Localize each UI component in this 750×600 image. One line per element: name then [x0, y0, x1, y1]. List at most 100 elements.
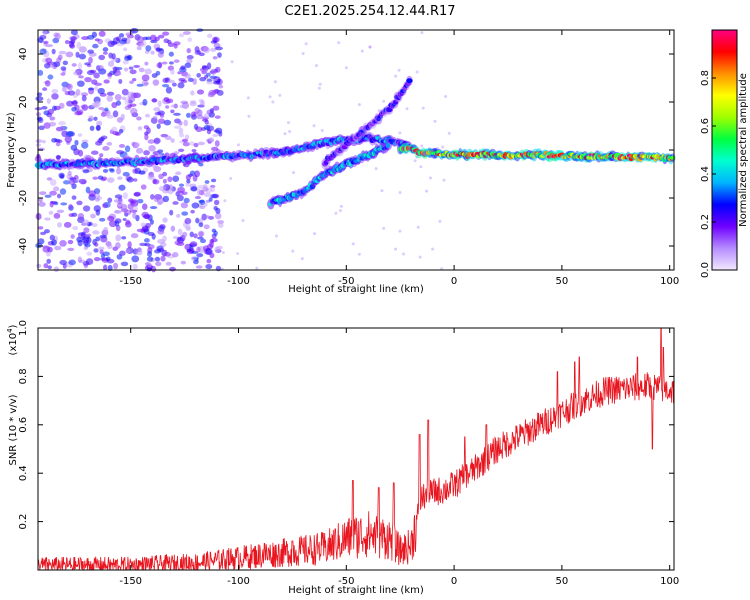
noise-blob: [69, 180, 75, 186]
noise-blob: [118, 184, 126, 191]
noise-blob: [65, 51, 74, 58]
noise-blob: [196, 72, 201, 78]
noise-blob: [94, 100, 101, 107]
noise-blob: [47, 265, 52, 270]
y-tick-label: 1.0: [18, 320, 29, 336]
noise-blob: [38, 201, 46, 207]
noise-blob: [34, 107, 43, 111]
noise-blob: [107, 197, 113, 203]
noise-blob: [177, 186, 186, 193]
noise-blob: [51, 89, 59, 94]
noise-blob: [68, 203, 73, 210]
noise-blob: [405, 107, 409, 111]
noise-blob: [107, 243, 113, 249]
noise-blob: [56, 209, 65, 214]
noise-blob: [67, 90, 76, 96]
noise-blob: [149, 219, 154, 225]
noise-blob: [194, 107, 200, 114]
x-tick-label: -50: [338, 276, 354, 287]
noise-blob: [126, 176, 134, 183]
x-tick-label: -150: [119, 576, 142, 587]
noise-blob: [46, 177, 53, 181]
noise-blob: [145, 36, 152, 41]
noise-blob: [313, 232, 317, 236]
noise-blob: [78, 46, 87, 53]
noise-blob: [186, 223, 191, 230]
noise-blob: [114, 218, 122, 224]
noise-blob: [140, 184, 147, 190]
noise-blob: [102, 203, 109, 209]
noise-blob: [123, 67, 129, 72]
noise-blob: [93, 257, 101, 262]
noise-blob: [184, 62, 192, 68]
noise-blob: [186, 54, 194, 60]
snr-y-label: SNR (10 * v/v): [8, 394, 19, 465]
noise-blob: [236, 252, 240, 256]
noise-blob: [167, 79, 175, 84]
noise-blob: [159, 113, 165, 118]
noise-blob: [197, 141, 205, 146]
noise-blob: [155, 47, 163, 51]
noise-blob: [128, 198, 134, 203]
noise-blob: [398, 191, 402, 195]
noise-blob: [195, 171, 201, 176]
noise-blob: [247, 114, 251, 118]
noise-blob: [189, 231, 194, 238]
noise-blob: [158, 185, 167, 192]
noise-blob: [89, 125, 95, 131]
noise-blob: [69, 177, 77, 181]
noise-blob: [241, 219, 245, 223]
noise-blob: [189, 101, 197, 107]
noise-blob: [156, 123, 161, 129]
noise-blob: [420, 31, 424, 35]
figure-title: C2E1.2025.254.12.44.R17: [284, 4, 455, 19]
noise-blob: [205, 263, 213, 270]
noise-blob: [124, 55, 131, 61]
noise-blob: [162, 31, 170, 36]
noise-blob: [62, 180, 71, 185]
noise-blob: [84, 242, 91, 248]
noise-blob: [115, 72, 122, 76]
noise-blob: [215, 127, 223, 134]
noise-blob: [35, 112, 42, 117]
noise-blob: [45, 57, 53, 64]
noise-blob: [291, 249, 295, 253]
noise-blob: [43, 263, 49, 269]
y-tick-label: -40: [18, 238, 29, 254]
noise-blob: [441, 145, 445, 149]
noise-blob: [125, 32, 134, 37]
noise-blob: [60, 202, 68, 206]
noise-blob: [35, 139, 43, 144]
noise-blob: [77, 212, 85, 220]
noise-blob: [81, 36, 89, 41]
noise-blob: [161, 84, 170, 88]
noise-blob: [314, 64, 318, 68]
noise-blob: [147, 231, 155, 236]
noise-blob: [77, 62, 83, 70]
noise-blob: [41, 139, 46, 144]
noise-blob: [48, 210, 54, 215]
noise-blob: [163, 252, 172, 257]
colorbar: 0.0 0.2 0.4 0.6 0.8 Normalized spectral ampl…: [700, 29, 749, 278]
noise-blob: [208, 197, 213, 202]
noise-blob: [150, 193, 155, 200]
noise-blob: [357, 252, 361, 256]
noise-blob: [421, 106, 425, 110]
noise-blob: [203, 215, 211, 219]
noise-blob: [92, 230, 100, 235]
noise-blob: [120, 261, 129, 267]
noise-blob: [102, 146, 110, 151]
noise-blob: [50, 200, 58, 205]
noise-blob: [122, 192, 128, 200]
noise-blob: [102, 51, 108, 55]
noise-blob: [112, 66, 118, 74]
noise-blob: [301, 52, 305, 56]
y-tick-label: 40: [18, 48, 29, 61]
noise-blob: [246, 96, 250, 100]
noise-blob: [37, 69, 44, 76]
y-tick-label: 0.8: [18, 368, 29, 384]
noise-blob: [211, 146, 219, 151]
noise-blob: [74, 111, 83, 116]
noise-blob: [125, 219, 131, 225]
noise-blob: [154, 256, 161, 262]
